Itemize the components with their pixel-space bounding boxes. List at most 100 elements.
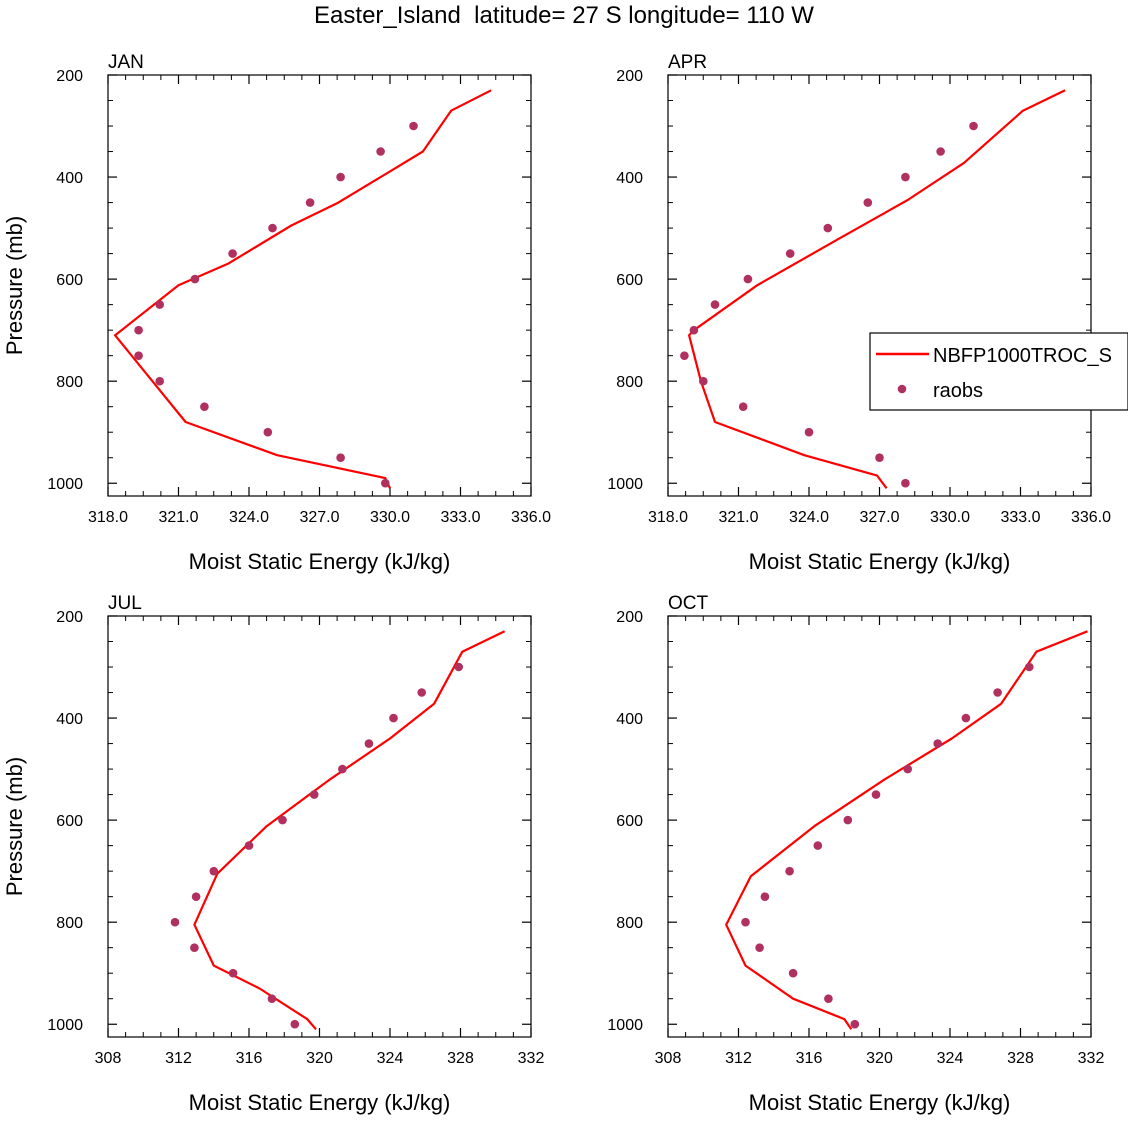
obs-point (209, 866, 219, 876)
x-tick-label: 308 (655, 1050, 682, 1067)
x-axis-label: Moist Static Energy (kJ/kg) (749, 549, 1011, 574)
x-tick-label: 318.0 (648, 509, 688, 526)
obs-point (741, 917, 750, 927)
x-tick-label: 332 (518, 1050, 545, 1067)
plot-frame (667, 74, 1092, 497)
obs-point (863, 198, 873, 207)
obs-point (785, 866, 794, 876)
obs-point (824, 994, 833, 1003)
y-tick-label: 600 (616, 813, 643, 830)
obs-point (689, 325, 699, 335)
obs-point (850, 1019, 860, 1029)
obs-point (760, 892, 770, 901)
obs-point (788, 968, 798, 978)
obs-point (875, 453, 884, 463)
panel-title: APR (668, 52, 707, 73)
legend-model-label: NBFP1000TROC_S (933, 345, 1112, 367)
y-tick-label: 400 (56, 170, 83, 187)
x-tick-label: 328 (447, 1050, 474, 1067)
panel-jan: JAN 318.0 321.0 324.0 327.0 330.0 333.0 336.0 20… (2, 52, 551, 574)
x-tick-label: 320 (866, 1050, 893, 1067)
x-tick-label: 333.0 (440, 509, 480, 526)
x-tick-label: 324 (937, 1050, 964, 1067)
obs-point (190, 943, 199, 952)
x-tick-label: 328 (1007, 1050, 1034, 1067)
y-axis-label: Pressure (mb) (2, 216, 27, 355)
x-tick-label: 332 (1078, 1050, 1105, 1067)
obs-point (823, 223, 833, 233)
x-tick-label: 333.0 (1000, 509, 1040, 526)
x-tick-label: 321.0 (718, 509, 758, 526)
y-tick-label: 600 (56, 813, 83, 830)
y-tick-label: 800 (616, 915, 643, 932)
obs-point (268, 223, 277, 233)
legend-box (869, 332, 1128, 411)
y-tick-label: 200 (56, 68, 83, 85)
obs-point (969, 121, 978, 131)
x-tick-label: 318.0 (88, 509, 128, 526)
x-tick-label: 308 (95, 1050, 122, 1067)
y-tick-label: 800 (56, 374, 83, 391)
panel-jul: JUL 308 312 316 320 324 328 332 200 400 600 800 1000… (2, 593, 544, 1115)
obs-point (364, 739, 374, 748)
obs-point (134, 351, 143, 361)
obs-point (901, 478, 910, 488)
legend-obs-label: raobs (933, 380, 983, 402)
obs-point (338, 764, 347, 774)
x-tick-label: 330.0 (370, 509, 410, 526)
x-tick-label: 312 (165, 1050, 192, 1067)
y-tick-label: 800 (616, 374, 643, 391)
x-tick-label: 336.0 (1071, 509, 1111, 526)
y-tick-label: 400 (616, 170, 643, 187)
panel-title: JAN (108, 52, 144, 73)
y-tick-label: 200 (616, 68, 643, 85)
obs-point (417, 688, 427, 697)
obs-point (190, 274, 200, 284)
x-tick-label: 327.0 (859, 509, 899, 526)
model-line-jan (113, 89, 492, 489)
obs-point (993, 688, 1002, 697)
obs-point (228, 249, 237, 258)
obs-point (1025, 662, 1034, 672)
x-tick-label: 320 (306, 1050, 333, 1067)
legend: NBFP1000TROC_S raobs (869, 332, 1128, 411)
x-tick-label: 312 (725, 1050, 752, 1067)
obs-point (336, 453, 345, 463)
obs-point (699, 376, 708, 386)
x-tick-label: 324.0 (789, 509, 829, 526)
obs-point (228, 968, 238, 978)
y-tick-label: 600 (56, 272, 83, 289)
obs-point (278, 815, 287, 825)
model-line-oct (725, 630, 1088, 1030)
obs-point (454, 662, 464, 672)
x-axis-label: Moist Static Energy (kJ/kg) (189, 1090, 451, 1115)
x-tick-label: 321.0 (158, 509, 198, 526)
x-tick-label: 327.0 (299, 509, 339, 526)
obs-point (155, 300, 164, 309)
obs-point (267, 994, 277, 1003)
obs-point (170, 917, 180, 927)
panel-title: OCT (668, 593, 709, 614)
x-axis-label: Moist Static Energy (kJ/kg) (189, 549, 451, 574)
obs-point (200, 402, 209, 412)
obs-point (290, 1019, 300, 1029)
plot-frame (107, 615, 532, 1038)
x-tick-label: 336.0 (511, 509, 551, 526)
obs-point (155, 376, 164, 386)
obs-point (903, 764, 912, 774)
plot-frame (107, 74, 532, 497)
obs-point (244, 841, 254, 850)
model-line-jul (193, 630, 506, 1031)
obs-point (804, 427, 814, 437)
obs-point (680, 351, 689, 361)
model-line-apr (687, 89, 1066, 489)
x-tick-label: 330.0 (930, 509, 970, 526)
y-tick-label: 1000 (607, 476, 643, 493)
y-tick-label: 1000 (607, 1017, 643, 1034)
obs-point (305, 198, 315, 207)
obs-point (933, 739, 942, 748)
x-tick-label: 324.0 (229, 509, 269, 526)
obs-point (389, 713, 398, 723)
obs-point (743, 274, 753, 284)
